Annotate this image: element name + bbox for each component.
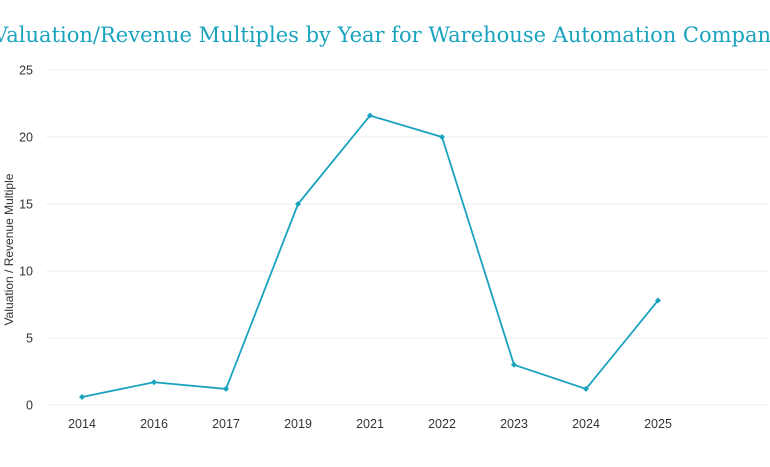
series-line <box>81 114 659 398</box>
series-layer <box>79 112 661 400</box>
gridlines <box>46 69 768 406</box>
data-point[interactable] <box>655 297 661 304</box>
y-tick-label: 25 <box>19 64 33 78</box>
x-tick-label: 2016 <box>140 417 168 431</box>
x-tick-label: 2017 <box>212 417 240 431</box>
y-axis-title: Valuation / Revenue Multiple <box>2 173 16 325</box>
x-tick-label: 2021 <box>356 417 384 431</box>
x-tick-label: 2023 <box>500 417 528 431</box>
x-tick-label: 2019 <box>284 417 312 431</box>
data-point[interactable] <box>367 112 373 119</box>
data-point[interactable] <box>151 379 157 386</box>
data-point[interactable] <box>439 134 445 140</box>
data-point[interactable] <box>223 385 229 392</box>
x-tick-label: 2024 <box>572 417 600 431</box>
y-tick-label: 10 <box>19 265 33 279</box>
data-point[interactable] <box>79 393 85 400</box>
x-axis-ticks: 2014 2016 2017 2019 2021 2022 2023 2024 2025 <box>68 417 672 431</box>
chart-title: Valuation/Revenue Multiples by Year for … <box>0 23 770 47</box>
y-axis-ticks: 0 5 10 15 20 25 <box>19 64 33 413</box>
x-tick-label: 2025 <box>644 417 672 431</box>
y-tick-label: 0 <box>26 399 33 413</box>
x-tick-label: 2022 <box>428 417 456 431</box>
y-tick-label: 15 <box>19 198 33 212</box>
data-point[interactable] <box>511 361 517 368</box>
y-tick-label: 20 <box>19 131 33 145</box>
y-tick-label: 5 <box>26 332 33 346</box>
x-tick-label: 2014 <box>68 417 96 431</box>
data-point[interactable] <box>583 385 589 392</box>
data-point[interactable] <box>295 201 301 207</box>
